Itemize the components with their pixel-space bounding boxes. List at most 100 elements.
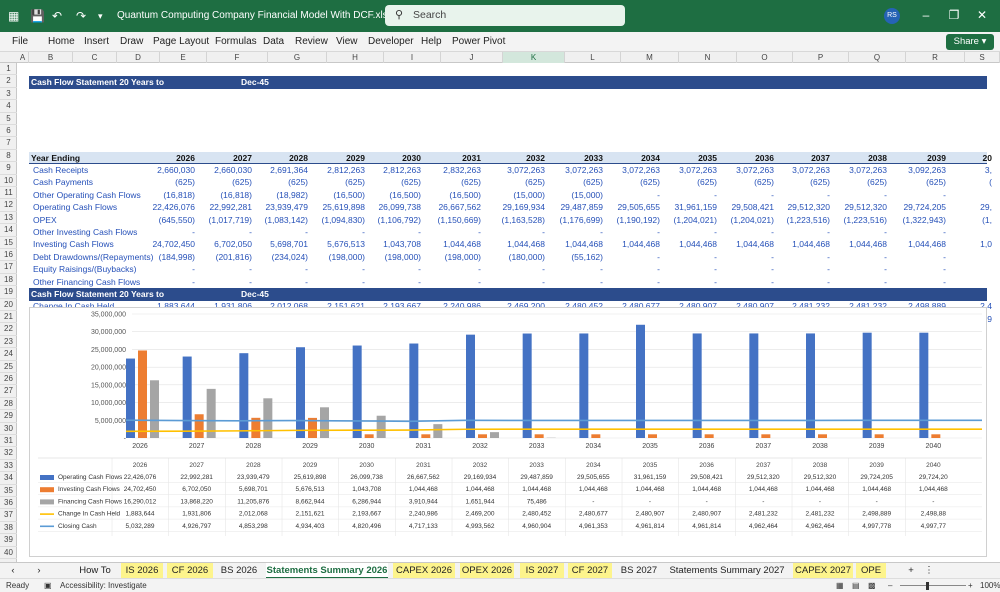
bar-operating-cash-flows[interactable]: [749, 333, 759, 438]
sheet-tab-statements-summary-2027[interactable]: Statements Summary 2027: [669, 565, 785, 576]
table-cell[interactable]: 1,044,468: [565, 239, 603, 250]
bar-operating-cash-flows[interactable]: [579, 333, 589, 438]
close-icon[interactable]: ✕: [976, 8, 988, 22]
bar-operating-cash-flows[interactable]: [296, 347, 305, 438]
table-cell[interactable]: 3,072,263: [736, 165, 774, 175]
bar-operating-cash-flows[interactable]: [692, 333, 702, 438]
row-header-4[interactable]: 4: [0, 100, 17, 113]
table-cell[interactable]: (15,000): [513, 189, 545, 200]
table-cell[interactable]: -: [418, 264, 421, 275]
customize-toolbar-icon[interactable]: ▾: [98, 11, 103, 21]
table-cell[interactable]: 1,0: [980, 239, 992, 250]
column-header-j[interactable]: J: [441, 52, 503, 63]
column-header-d[interactable]: D: [117, 52, 160, 63]
row-header-21[interactable]: 21: [0, 311, 17, 324]
bar-financing-cash-flows[interactable]: [376, 415, 386, 438]
table-cell[interactable]: (16,500): [389, 189, 421, 200]
column-header-b[interactable]: B: [29, 52, 73, 63]
column-header-r[interactable]: R: [906, 52, 965, 63]
table-cell[interactable]: -: [827, 264, 830, 275]
table-cell[interactable]: 1,044,468: [792, 239, 830, 250]
table-cell[interactable]: 3,072,263: [622, 165, 660, 175]
column-header-g[interactable]: G: [268, 52, 327, 63]
table-cell[interactable]: -: [478, 264, 481, 275]
table-cell[interactable]: (1,190,192): [616, 214, 660, 225]
table-cell[interactable]: -: [771, 264, 774, 275]
page-break-view-icon[interactable]: ▩: [868, 581, 876, 590]
table-cell[interactable]: 26,667,562: [438, 202, 481, 213]
table-cell[interactable]: 24,702,450: [152, 239, 195, 250]
table-cell[interactable]: -: [884, 264, 887, 275]
row-header-22[interactable]: 22: [0, 323, 17, 336]
table-cell[interactable]: 29,508,421: [731, 202, 774, 213]
row-header-38[interactable]: 38: [0, 522, 17, 535]
sheet-tab-cf-2027[interactable]: CF 2027: [568, 563, 612, 579]
menu-page-layout[interactable]: Page Layout: [153, 36, 210, 47]
table-cell[interactable]: -: [362, 227, 365, 237]
table-cell[interactable]: -: [478, 276, 481, 287]
sheet-tab-bs-2027[interactable]: BS 2027: [620, 565, 658, 576]
row-header-5[interactable]: 5: [0, 113, 17, 125]
table-cell[interactable]: (15,000): [571, 189, 603, 200]
menu-formulas[interactable]: Formulas: [215, 36, 257, 47]
column-header-l[interactable]: L: [565, 52, 621, 63]
table-cell[interactable]: 2,832,263: [443, 165, 481, 175]
table-cell[interactable]: 5,676,513: [327, 239, 365, 250]
menu-insert[interactable]: Insert: [84, 36, 110, 47]
row-header-19[interactable]: 19: [0, 286, 17, 299]
menu-developer[interactable]: Developer: [368, 36, 414, 47]
bar-investing-cash-flows[interactable]: [704, 434, 714, 438]
redo-icon[interactable]: ↷: [76, 9, 87, 23]
sheet-tab-capex-2026[interactable]: CAPEX 2026: [393, 563, 455, 579]
bar-operating-cash-flows[interactable]: [126, 358, 135, 438]
sheet-tab-cf-2026[interactable]: CF 2026: [167, 563, 213, 579]
table-cell[interactable]: (625): [461, 177, 481, 188]
table-cell[interactable]: (625): [754, 177, 774, 188]
table-cell[interactable]: -: [771, 189, 774, 200]
bar-investing-cash-flows[interactable]: [308, 417, 317, 438]
row-header-18[interactable]: 18: [0, 274, 17, 287]
table-cell[interactable]: -: [249, 264, 252, 275]
row-header-2[interactable]: 2: [0, 75, 17, 88]
table-cell[interactable]: (625): [926, 177, 946, 188]
row-header-1[interactable]: 1: [0, 63, 17, 76]
table-cell[interactable]: 3,072,263: [679, 165, 717, 175]
tab-scroll-right-icon[interactable]: ›: [37, 565, 41, 576]
line-closing-cash[interactable]: [125, 419, 982, 423]
table-cell[interactable]: 3,092,263: [908, 165, 946, 175]
table-cell[interactable]: 2,481,232: [849, 300, 887, 312]
table-cell[interactable]: (1,176,699): [559, 214, 603, 225]
sheet-tab-statements-summary-2026[interactable]: Statements Summary 2026: [266, 563, 388, 579]
table-cell[interactable]: 3,072,263: [849, 165, 887, 175]
bar-investing-cash-flows[interactable]: [818, 434, 827, 438]
table-cell[interactable]: (184,998): [158, 251, 195, 262]
minimize-icon[interactable]: –: [922, 8, 930, 22]
sheet-tab-opex-2026[interactable]: OPEX 2026: [460, 563, 514, 579]
row-header-36[interactable]: 36: [0, 497, 17, 510]
table-cell[interactable]: 1,883,644: [157, 300, 195, 312]
row-header-28[interactable]: 28: [0, 398, 17, 411]
table-cell[interactable]: 23,939,479: [265, 202, 308, 213]
search-box[interactable]: ⚲ Search: [385, 5, 625, 26]
table-cell[interactable]: 2,480,452: [565, 300, 603, 312]
row-header-35[interactable]: 35: [0, 485, 17, 497]
row-header-29[interactable]: 29: [0, 410, 17, 423]
table-cell[interactable]: 3,: [984, 165, 992, 175]
table-cell[interactable]: (625): [175, 177, 195, 188]
bar-investing-cash-flows[interactable]: [194, 414, 204, 438]
bar-investing-cash-flows[interactable]: [874, 434, 884, 438]
table-cell[interactable]: -: [884, 227, 887, 237]
table-cell[interactable]: (625): [640, 177, 660, 188]
macro-record-icon[interactable]: ▣: [44, 581, 52, 590]
table-cell[interactable]: (625): [697, 177, 717, 188]
table-cell[interactable]: 1,931,806: [214, 300, 252, 312]
table-cell[interactable]: 2,691,364: [270, 165, 308, 175]
table-cell[interactable]: 2,812,263: [327, 165, 365, 175]
avatar[interactable]: RS: [884, 8, 900, 24]
table-cell[interactable]: 2,151,621: [327, 300, 365, 312]
table-cell[interactable]: 2,469,200: [507, 300, 545, 312]
table-cell[interactable]: -: [884, 276, 887, 287]
table-cell[interactable]: (198,000): [444, 251, 481, 262]
accessibility-status[interactable]: Accessibility: Investigate: [60, 581, 147, 590]
column-header-n[interactable]: N: [679, 52, 737, 63]
